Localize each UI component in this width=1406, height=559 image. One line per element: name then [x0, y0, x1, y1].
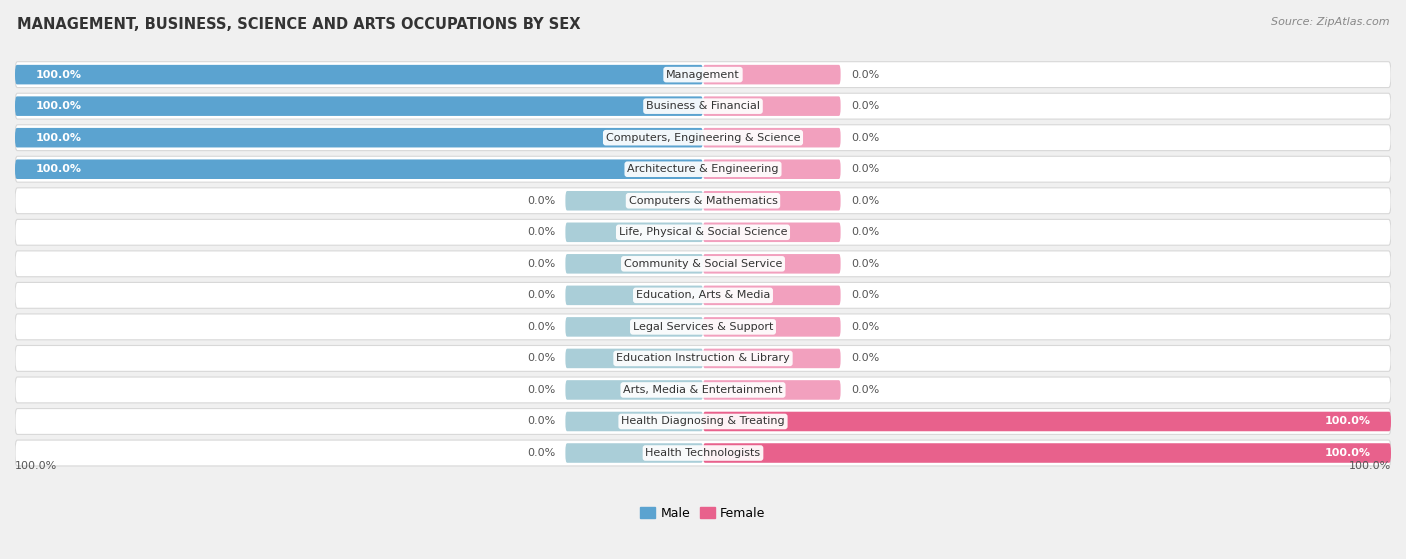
- FancyBboxPatch shape: [15, 314, 1391, 340]
- Text: 0.0%: 0.0%: [851, 132, 879, 143]
- Text: 100.0%: 100.0%: [1324, 416, 1371, 427]
- FancyBboxPatch shape: [15, 93, 1391, 119]
- Text: 0.0%: 0.0%: [527, 322, 555, 332]
- FancyBboxPatch shape: [15, 128, 703, 148]
- Text: 100.0%: 100.0%: [1348, 461, 1391, 471]
- FancyBboxPatch shape: [565, 380, 703, 400]
- FancyBboxPatch shape: [703, 380, 841, 400]
- Text: Community & Social Service: Community & Social Service: [624, 259, 782, 269]
- FancyBboxPatch shape: [565, 222, 703, 242]
- FancyBboxPatch shape: [15, 251, 1391, 277]
- FancyBboxPatch shape: [703, 159, 841, 179]
- Text: 100.0%: 100.0%: [35, 70, 82, 79]
- Text: 0.0%: 0.0%: [527, 416, 555, 427]
- FancyBboxPatch shape: [15, 282, 1391, 308]
- Text: 0.0%: 0.0%: [527, 385, 555, 395]
- FancyBboxPatch shape: [15, 125, 1391, 150]
- FancyBboxPatch shape: [703, 96, 841, 116]
- FancyBboxPatch shape: [703, 128, 841, 148]
- FancyBboxPatch shape: [703, 254, 841, 273]
- Text: Computers, Engineering & Science: Computers, Engineering & Science: [606, 132, 800, 143]
- FancyBboxPatch shape: [703, 65, 841, 84]
- FancyBboxPatch shape: [703, 317, 841, 337]
- Text: 0.0%: 0.0%: [851, 196, 879, 206]
- Text: 100.0%: 100.0%: [15, 461, 58, 471]
- FancyBboxPatch shape: [15, 96, 703, 116]
- Text: 0.0%: 0.0%: [851, 353, 879, 363]
- Text: 0.0%: 0.0%: [851, 164, 879, 174]
- FancyBboxPatch shape: [565, 349, 703, 368]
- Text: Education Instruction & Library: Education Instruction & Library: [616, 353, 790, 363]
- Text: 0.0%: 0.0%: [527, 259, 555, 269]
- FancyBboxPatch shape: [15, 219, 1391, 245]
- FancyBboxPatch shape: [703, 412, 1391, 431]
- Text: Education, Arts & Media: Education, Arts & Media: [636, 290, 770, 300]
- Text: 100.0%: 100.0%: [35, 132, 82, 143]
- FancyBboxPatch shape: [565, 286, 703, 305]
- FancyBboxPatch shape: [565, 317, 703, 337]
- FancyBboxPatch shape: [703, 222, 841, 242]
- FancyBboxPatch shape: [565, 191, 703, 211]
- Text: Management: Management: [666, 70, 740, 79]
- FancyBboxPatch shape: [15, 61, 1391, 88]
- FancyBboxPatch shape: [703, 349, 841, 368]
- Text: 0.0%: 0.0%: [851, 259, 879, 269]
- FancyBboxPatch shape: [15, 188, 1391, 214]
- Text: 0.0%: 0.0%: [527, 353, 555, 363]
- Legend: Male, Female: Male, Female: [641, 507, 765, 520]
- Text: 0.0%: 0.0%: [851, 70, 879, 79]
- Text: 100.0%: 100.0%: [35, 101, 82, 111]
- Text: Source: ZipAtlas.com: Source: ZipAtlas.com: [1271, 17, 1389, 27]
- FancyBboxPatch shape: [565, 412, 703, 431]
- Text: Health Technologists: Health Technologists: [645, 448, 761, 458]
- Text: MANAGEMENT, BUSINESS, SCIENCE AND ARTS OCCUPATIONS BY SEX: MANAGEMENT, BUSINESS, SCIENCE AND ARTS O…: [17, 17, 581, 32]
- Text: Life, Physical & Social Science: Life, Physical & Social Science: [619, 228, 787, 237]
- Text: Legal Services & Support: Legal Services & Support: [633, 322, 773, 332]
- FancyBboxPatch shape: [703, 443, 1391, 463]
- FancyBboxPatch shape: [565, 443, 703, 463]
- FancyBboxPatch shape: [15, 409, 1391, 434]
- FancyBboxPatch shape: [565, 254, 703, 273]
- Text: Arts, Media & Entertainment: Arts, Media & Entertainment: [623, 385, 783, 395]
- FancyBboxPatch shape: [15, 159, 703, 179]
- Text: 0.0%: 0.0%: [851, 322, 879, 332]
- FancyBboxPatch shape: [15, 65, 703, 84]
- FancyBboxPatch shape: [15, 440, 1391, 466]
- FancyBboxPatch shape: [703, 286, 841, 305]
- Text: 100.0%: 100.0%: [35, 164, 82, 174]
- Text: Computers & Mathematics: Computers & Mathematics: [628, 196, 778, 206]
- FancyBboxPatch shape: [15, 157, 1391, 182]
- Text: 0.0%: 0.0%: [851, 290, 879, 300]
- Text: 0.0%: 0.0%: [527, 228, 555, 237]
- FancyBboxPatch shape: [703, 191, 841, 211]
- Text: Health Diagnosing & Treating: Health Diagnosing & Treating: [621, 416, 785, 427]
- Text: 0.0%: 0.0%: [851, 101, 879, 111]
- Text: Business & Financial: Business & Financial: [645, 101, 761, 111]
- Text: 0.0%: 0.0%: [527, 290, 555, 300]
- Text: 0.0%: 0.0%: [527, 196, 555, 206]
- Text: 100.0%: 100.0%: [1324, 448, 1371, 458]
- Text: 0.0%: 0.0%: [527, 448, 555, 458]
- Text: Architecture & Engineering: Architecture & Engineering: [627, 164, 779, 174]
- FancyBboxPatch shape: [15, 345, 1391, 371]
- Text: 0.0%: 0.0%: [851, 385, 879, 395]
- Text: 0.0%: 0.0%: [851, 228, 879, 237]
- FancyBboxPatch shape: [15, 377, 1391, 403]
